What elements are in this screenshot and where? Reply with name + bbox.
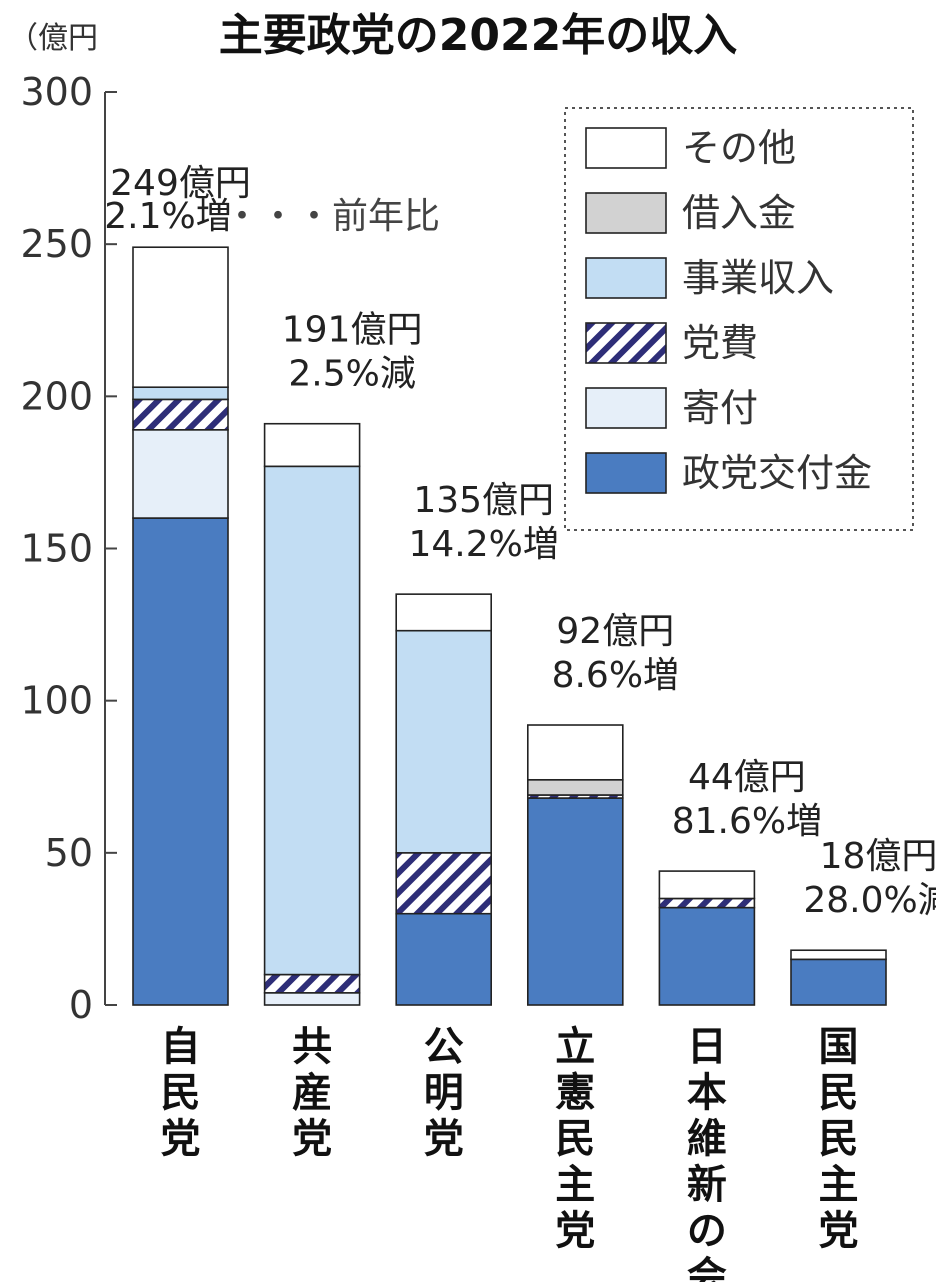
bar-segment <box>132 246 229 389</box>
legend-swatch <box>585 387 667 429</box>
total-label: 18億円 <box>820 836 936 877</box>
bar-segment <box>263 973 361 994</box>
x-category-label: 日本維新の会 <box>687 1024 727 1282</box>
bar-segment <box>526 778 624 796</box>
bar-segment <box>132 386 229 401</box>
bar-segment <box>790 949 887 961</box>
x-category-label: 立憲民主党 <box>555 1024 595 1254</box>
y-tick-label: 0 <box>69 983 93 1027</box>
change-label: 8.6%増 <box>552 655 679 696</box>
bar-segment <box>658 870 756 900</box>
total-label: 191億円 <box>282 310 423 351</box>
legend-label: 寄付 <box>682 386 758 430</box>
legend-label: 政党交付金 <box>682 451 872 495</box>
y-tick-label: 100 <box>20 679 93 723</box>
change-label: 2.5%減 <box>288 354 415 395</box>
y-tick-label: 300 <box>20 70 93 114</box>
bar-segment <box>790 958 887 1006</box>
bar-segment <box>132 429 229 519</box>
bar-segment <box>526 797 624 1006</box>
change-label: 14.2%増 <box>409 524 559 565</box>
bar-segment <box>263 422 361 468</box>
legend-label: 党費 <box>682 321 758 365</box>
change-note: ・・・前年比 <box>224 196 440 237</box>
legend-label: その他 <box>682 126 796 170</box>
total-label: 92億円 <box>556 611 674 652</box>
x-category-label: 共産党 <box>292 1024 332 1162</box>
y-tick-label: 250 <box>20 222 93 266</box>
x-category-label: 国民民主党 <box>819 1024 859 1254</box>
total-label: 249億円 <box>110 163 251 204</box>
change-label: 2.1%増 <box>104 196 231 237</box>
legend-swatch <box>585 322 667 364</box>
chart-title: 主要政党の2022年の収入 <box>219 10 737 61</box>
bar-segment <box>395 912 493 1006</box>
y-tick-label: 150 <box>20 527 93 571</box>
total-label: 135億円 <box>413 480 554 521</box>
change-label: 28.0%減 <box>803 880 936 921</box>
legend-swatch <box>585 192 667 234</box>
total-label: 44億円 <box>688 757 806 798</box>
legend-label: 事業収入 <box>682 256 834 300</box>
bar-segment <box>658 906 756 1006</box>
bar-segment <box>395 593 493 632</box>
x-category-label: 自民党 <box>161 1024 201 1162</box>
change-label: 81.6%増 <box>672 801 822 842</box>
bar-segment <box>263 465 361 976</box>
bar-segment <box>526 724 624 781</box>
bar-segment <box>395 852 493 915</box>
y-tick-label: 200 <box>20 374 93 418</box>
legend-swatch <box>585 127 667 169</box>
bar-segment <box>395 629 493 854</box>
legend-swatch <box>585 257 667 299</box>
bar-segment <box>132 517 229 1006</box>
legend-swatch <box>585 452 667 494</box>
y-tick-label: 50 <box>45 831 93 875</box>
bar-segment <box>263 992 361 1006</box>
x-category-label: 公明党 <box>424 1024 464 1162</box>
bar-segment <box>658 897 756 909</box>
y-unit-label: （億円 <box>8 21 98 56</box>
legend-label: 借入金 <box>682 191 796 235</box>
bar-segment <box>132 398 229 431</box>
